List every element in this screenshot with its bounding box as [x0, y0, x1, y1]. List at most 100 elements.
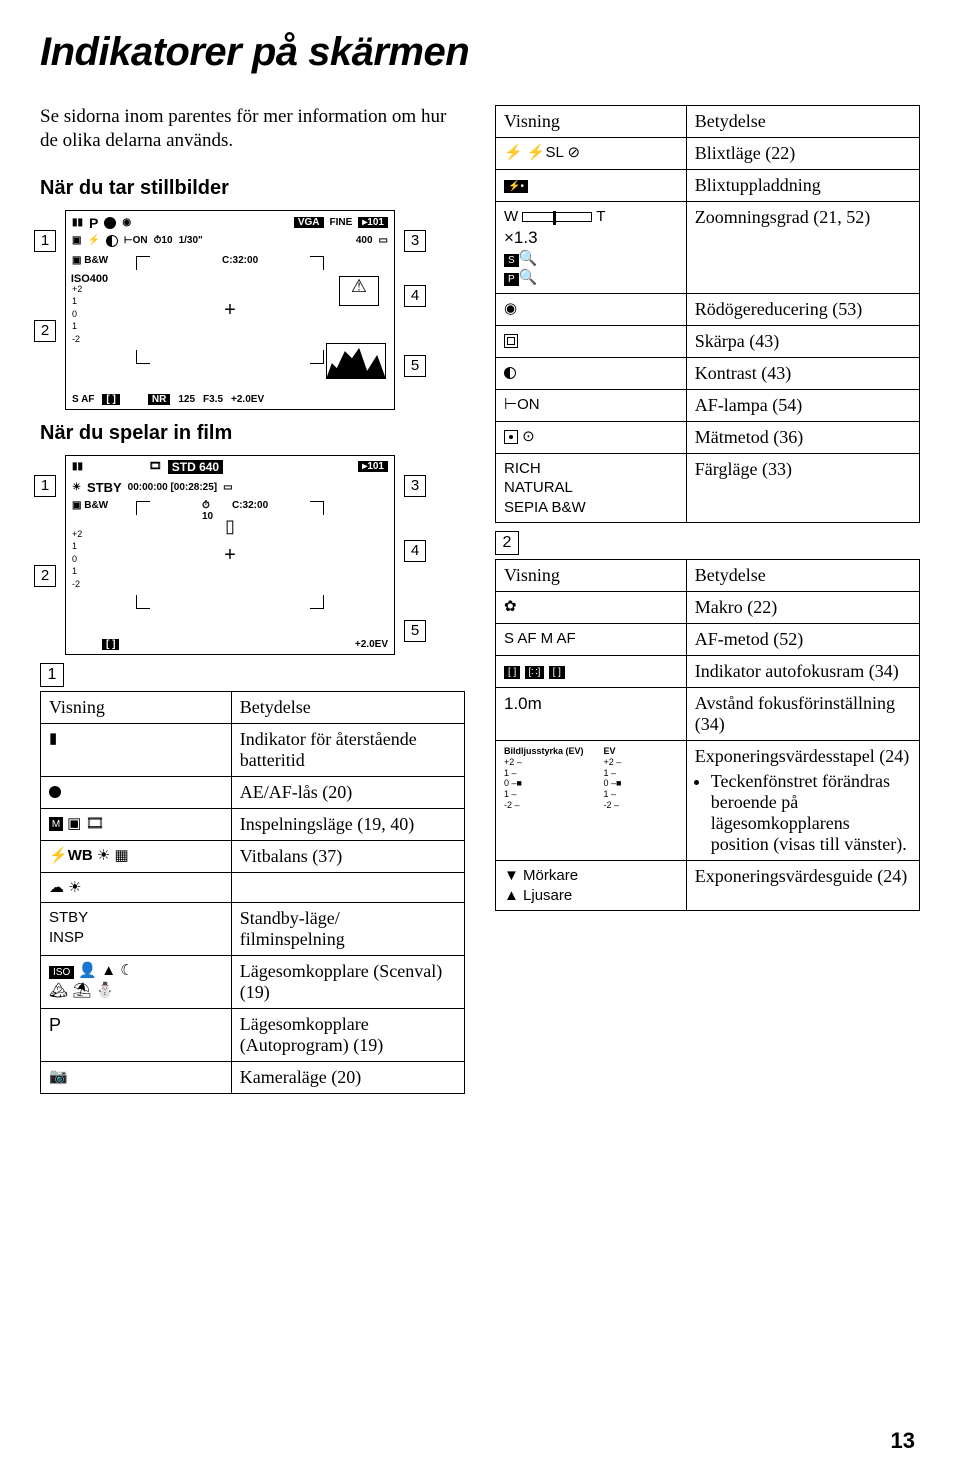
moon-icon [120, 962, 133, 979]
heading-stillbilder: När du tar stillbilder [40, 177, 465, 200]
ev-scale: +2 1 0 1 -2 [72, 283, 82, 346]
af-corner [310, 595, 324, 609]
table-row: ⊙ Mätmetod (36) [496, 421, 920, 453]
pq-zoom-icon: P [504, 273, 519, 286]
table-row: Skärpa (43) [496, 325, 920, 357]
af-corner [136, 501, 150, 515]
table-row: ▮ Indikator för återstående batteritid [41, 723, 465, 776]
meter-icon: ▣ [72, 255, 81, 266]
card-icon: ▭ [223, 482, 232, 493]
table-row: AE/AF-lås (20) [41, 776, 465, 808]
time-label: 00:00:00 [00:28:25] [128, 482, 218, 493]
table-row: ⚡• Blixtuppladdning [496, 170, 920, 202]
landscape-icon [49, 982, 68, 999]
camera-icon [49, 1068, 68, 1085]
timer-icon: ⏱10 [154, 235, 173, 246]
sharp-icon: ▣ [72, 235, 81, 246]
no-flash-icon: ⊘ [568, 144, 581, 161]
af-corner [136, 350, 150, 364]
lcd-movie: ▮ STD 640 ▸101 STBY 00:00:00 [00:28:25] … [65, 455, 395, 655]
af-frame-icon: [ ] [102, 639, 119, 650]
page-title: Indikatorer på skärmen [40, 30, 920, 75]
film-icon [149, 461, 162, 472]
contrast-icon [504, 367, 516, 379]
contrast-icon [106, 235, 118, 247]
snow-icon: ⛄ [95, 982, 114, 999]
table-row: Kameraläge (20) [41, 1062, 465, 1094]
callout-4: 4 [404, 540, 426, 562]
af-frame-icon: [∷] [525, 666, 545, 679]
iso-icon: ISO [49, 966, 74, 979]
af-lamp-icon: ⊢ [504, 396, 517, 413]
cloud-icon [49, 879, 64, 896]
table-row: Bildljusstyrka (EV) +2 – 1 – 0 –■ 1 – -2… [496, 741, 920, 861]
ev-val: +2.0EV [355, 639, 388, 650]
spot-meter-icon [504, 430, 518, 444]
table-row: P Lägesomkopplare (Autoprogram) (19) [41, 1009, 465, 1062]
legend-table-3: VisningBetydelse Makro (22) S AF M AF AF… [495, 559, 920, 911]
table-row: ⊢ON AF-lampa (54) [496, 389, 920, 421]
battery-icon: ▮ [72, 217, 83, 228]
callout-3: 3 [404, 230, 426, 252]
callout-2: 2 [34, 320, 56, 342]
callout-2: 2 [34, 565, 56, 587]
legend-table-2: VisningBetydelse SL ⊘ Blixtläge (22) ⚡• … [495, 105, 920, 523]
af-frame-icon: [ ] [102, 394, 119, 405]
sq-zoom-icon: S [504, 254, 519, 267]
table-row: ISO ▲ ⛱ ⛄ Lägesomkopplare (Scenval) (19) [41, 956, 465, 1009]
shutter-val: 125 [178, 394, 195, 405]
callout-5: 5 [404, 620, 426, 642]
battery-icon: ▮ [49, 730, 57, 747]
stby-label: STBY [87, 480, 122, 495]
table-row: ◉ Rödögereducering (53) [496, 293, 920, 325]
th-betydelse: Betydelse [231, 691, 464, 723]
wb-icon [72, 482, 81, 493]
vga-chip: VGA [294, 217, 324, 228]
section-1-label: 1 [40, 663, 64, 687]
mem-code: C:32:00 [222, 255, 258, 266]
flash-icon [87, 235, 99, 246]
table-row: 1.0m Avstånd fokusförinställning (34) [496, 688, 920, 741]
warn-icon: ⚠ [339, 276, 379, 306]
eye-icon: ◉ [122, 217, 131, 228]
th-betydelse: Betydelse [686, 560, 919, 592]
af-corner [136, 595, 150, 609]
redeye-icon: ◉ [504, 300, 517, 317]
shutter: 1/30" [179, 235, 203, 246]
table-row: Mörkare Ljusare Exponeringsvärdesguide (… [496, 861, 920, 911]
center-meter-icon: ⊙ [522, 428, 535, 445]
m-icon: M [49, 817, 63, 831]
zoom-bar-icon [522, 212, 592, 222]
histogram [326, 343, 386, 379]
film-icon [86, 815, 105, 832]
th-visning: Visning [41, 691, 232, 723]
table-row: Makro (22) [496, 592, 920, 624]
down-arrow-icon [504, 867, 519, 884]
table-row: W T ×1.3 S🔍 P🔍 Zoomningsgrad (21, 52) [496, 202, 920, 294]
sun-icon [97, 847, 110, 864]
ev-bar-left: Bildljusstyrka (EV) +2 – 1 – 0 –■ 1 – -2… [504, 746, 584, 811]
section-2-label: 2 [495, 531, 519, 555]
macro-icon [504, 598, 517, 615]
flash-icon [49, 847, 68, 864]
af-corner [310, 256, 324, 270]
lamp-on: ⊢ON [124, 235, 148, 246]
th-betydelse: Betydelse [686, 106, 919, 138]
heading-film: När du spelar in film [40, 422, 465, 445]
twilight-icon: ▲ [101, 962, 116, 979]
callout-3: 3 [404, 475, 426, 497]
card-icon: ▭ [379, 235, 388, 246]
page-number: 13 [891, 1428, 915, 1454]
sharpness-icon [504, 334, 518, 348]
intro-text: Se sidorna inom parentes för mer informa… [40, 105, 465, 153]
folder-chip: ▸101 [358, 461, 388, 472]
saf-label: S AF [72, 394, 94, 405]
table-row: RICH NATURAL SEPIA B&W Färgläge (33) [496, 453, 920, 523]
legend-table-1: VisningBetydelse ▮ Indikator för återstå… [40, 691, 465, 1095]
bw-label: B&W [84, 255, 108, 266]
table-row: STBY INSP Standby-läge/ filminspelning [41, 903, 465, 956]
ev-bar-right: EV +2 – 1 – 0 –■ 1 – -2 – [604, 746, 622, 811]
af-corner [310, 350, 324, 364]
burst-icon: ▣ [67, 815, 81, 832]
af-corner [310, 501, 324, 515]
